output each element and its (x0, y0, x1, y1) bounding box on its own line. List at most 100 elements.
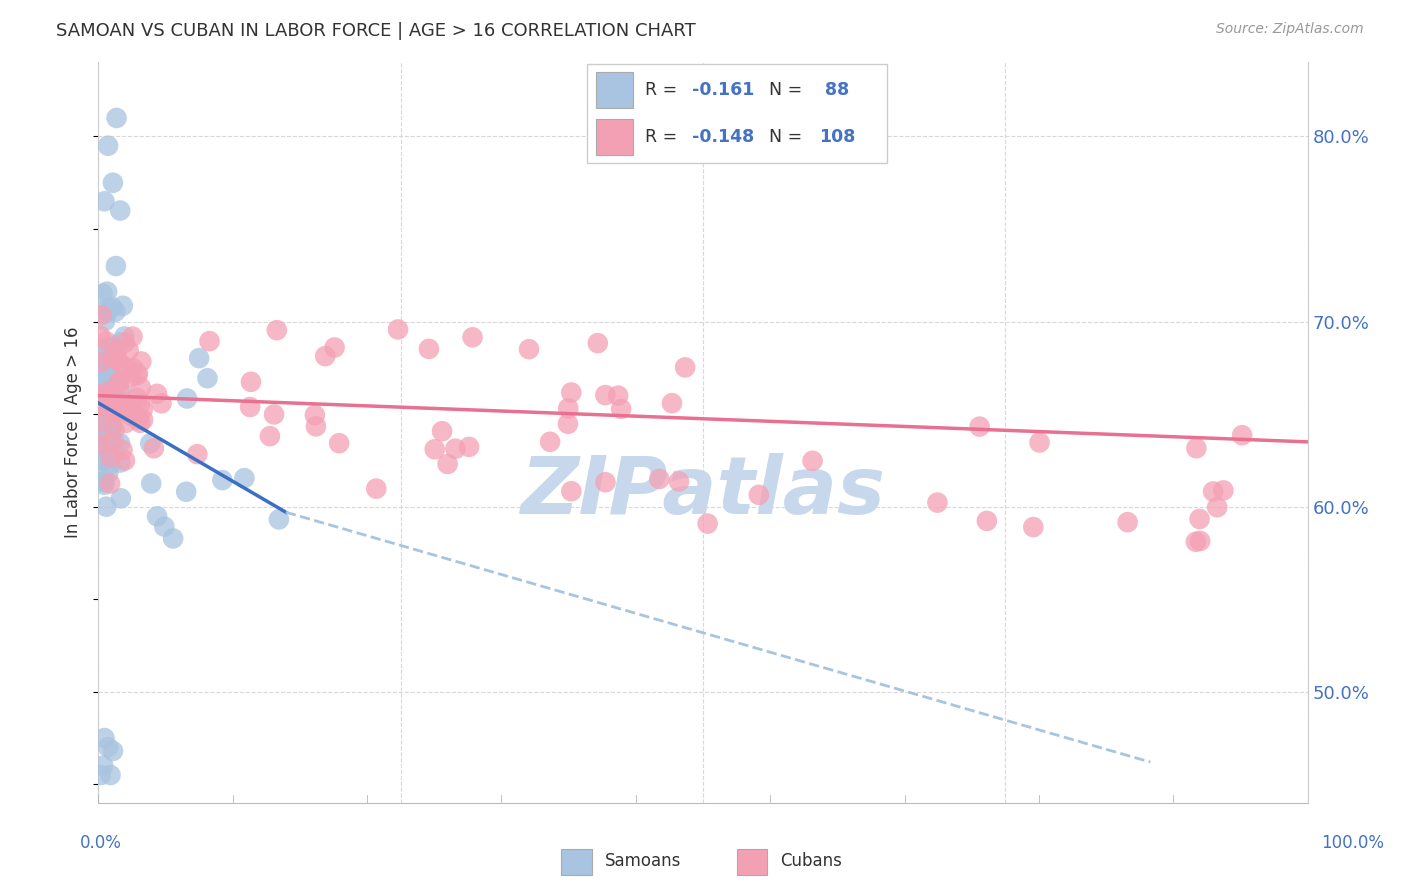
Point (560, 484, 582, 499)
Point (101, 351, 124, 365)
Point (101, 420, 124, 434)
Point (444, 442, 467, 456)
Point (110, 456, 132, 470)
Point (91, 366, 114, 380)
Point (94, 334, 117, 349)
Point (211, 473, 233, 487)
Point (122, 361, 145, 376)
Point (89, 374, 111, 388)
Point (304, 408, 326, 422)
Point (108, 203, 131, 218)
Point (94, 442, 117, 456)
Point (103, 434, 125, 449)
Point (461, 330, 484, 344)
Point (89, 329, 111, 343)
FancyBboxPatch shape (596, 71, 633, 108)
Text: 100.0%: 100.0% (1322, 834, 1384, 852)
Point (107, 372, 129, 386)
Point (98, 371, 121, 385)
Point (146, 386, 169, 401)
Point (89, 436, 111, 450)
Point (100, 417, 122, 432)
Point (127, 391, 149, 405)
Point (89, 410, 111, 425)
Text: ZIPatlas: ZIPatlas (520, 453, 886, 531)
Point (91, 401, 114, 416)
Point (104, 402, 127, 417)
Point (648, 472, 671, 486)
Text: Source: ZipAtlas.com: Source: ZipAtlas.com (1216, 22, 1364, 37)
Point (423, 442, 446, 457)
Point (610, 401, 633, 416)
Point (153, 519, 176, 533)
Point (112, 329, 135, 343)
Point (94, 399, 117, 413)
Point (96, 389, 118, 403)
Point (96, 305, 118, 319)
Point (108, 375, 131, 389)
Point (188, 351, 211, 365)
Point (186, 447, 208, 461)
Point (538, 434, 561, 449)
Point (436, 457, 458, 471)
Point (1206, 500, 1229, 515)
Point (91, 475, 114, 489)
Point (89, 355, 111, 369)
Point (323, 341, 346, 355)
Point (97, 138, 120, 153)
Point (517, 342, 540, 356)
Point (430, 424, 453, 438)
Point (668, 475, 690, 489)
Point (114, 335, 136, 350)
Point (125, 368, 148, 383)
Point (97, 466, 120, 480)
Text: R =: R = (645, 80, 683, 99)
Point (93, 477, 115, 491)
Point (105, 402, 128, 417)
Point (198, 334, 221, 348)
Point (100, 350, 122, 364)
Point (927, 495, 949, 509)
Point (111, 299, 134, 313)
Point (120, 397, 142, 411)
Point (93, 194, 115, 209)
Point (90, 427, 112, 442)
Point (98, 396, 121, 410)
Point (98, 458, 121, 472)
Point (104, 304, 127, 318)
Point (114, 416, 136, 430)
FancyBboxPatch shape (737, 849, 768, 875)
Point (93, 399, 115, 413)
Point (586, 336, 609, 351)
Point (120, 370, 142, 384)
Point (94, 314, 117, 328)
Point (91, 758, 114, 772)
Point (103, 405, 125, 419)
Point (110, 491, 132, 506)
Point (112, 405, 135, 419)
Point (174, 484, 197, 499)
Point (89, 415, 111, 429)
Point (100, 450, 122, 465)
Point (607, 389, 630, 403)
Point (98, 417, 121, 432)
Point (97, 301, 120, 315)
Point (305, 419, 328, 434)
Point (748, 488, 770, 502)
Text: 0.0%: 0.0% (80, 834, 122, 852)
Point (233, 471, 256, 485)
Point (1188, 512, 1211, 526)
Point (557, 417, 579, 431)
Point (141, 476, 163, 491)
Point (98, 476, 121, 491)
Point (110, 335, 132, 350)
Point (108, 376, 131, 390)
Point (104, 259, 127, 273)
Point (90, 355, 112, 369)
Point (115, 361, 138, 376)
Point (197, 371, 219, 385)
Point (387, 322, 409, 336)
Point (121, 329, 143, 343)
FancyBboxPatch shape (586, 64, 887, 163)
Point (111, 442, 134, 457)
